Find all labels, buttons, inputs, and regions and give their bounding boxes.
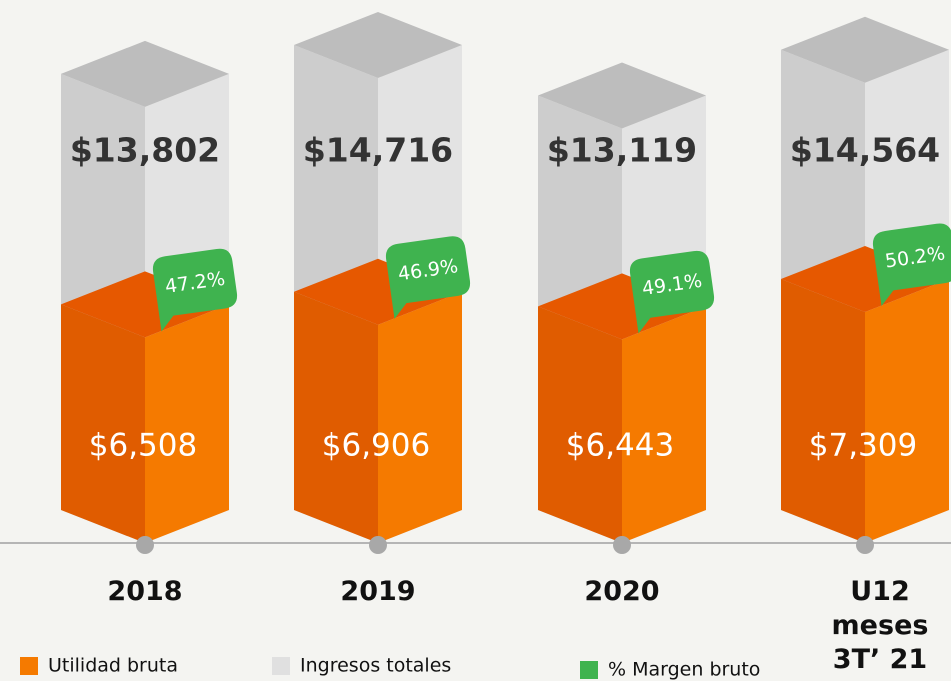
axis-dot — [369, 536, 387, 554]
profit-bar-left — [61, 304, 145, 543]
total-bar-top — [294, 12, 462, 78]
total-bar-top — [61, 40, 229, 107]
profit-label: $6,906 — [322, 428, 430, 464]
legend-swatch — [272, 657, 290, 675]
margin-bubble: 46.9% — [385, 236, 471, 319]
profit-bar — [61, 271, 229, 543]
profit-bar-left — [781, 279, 865, 543]
profit-label: $7,309 — [809, 428, 917, 464]
axis-dot — [613, 536, 631, 554]
profit-bar-right — [865, 279, 949, 543]
margin-bubble-shape — [629, 250, 715, 334]
legend-label: % Margen bruto — [608, 659, 760, 681]
legend-swatch — [20, 657, 38, 675]
total-bar-top — [538, 62, 706, 129]
profit-label: $6,508 — [89, 428, 197, 464]
total-label: $13,119 — [547, 131, 697, 170]
profit-bar — [781, 246, 949, 543]
total-label: $14,716 — [303, 131, 453, 170]
profit-bar-left — [538, 306, 622, 543]
category-label: 2018 — [107, 576, 183, 607]
axis-dot — [856, 536, 874, 554]
profit-bar-left — [294, 291, 378, 543]
profit-bar — [538, 273, 706, 543]
profit-bar-right — [622, 306, 706, 543]
total-label: $13,802 — [70, 131, 220, 170]
margin-bubble: 47.2% — [152, 248, 238, 332]
total-label: $14,564 — [790, 131, 940, 170]
margin-bubble-shape — [152, 248, 238, 332]
profit-bar — [294, 258, 462, 543]
margin-bubble-shape — [385, 236, 471, 319]
margin-bubble: 50.2% — [872, 223, 951, 307]
margin-bubble: 49.1% — [629, 250, 715, 334]
category-label: U12 meses 3T’ 21 — [831, 576, 929, 675]
legend-label: Utilidad bruta — [48, 655, 178, 677]
legend-swatch — [580, 661, 598, 679]
category-label: 2019 — [340, 576, 416, 607]
margin-bubble-shape — [872, 223, 951, 307]
profit-bar-right — [145, 304, 229, 543]
axis-dot — [136, 536, 154, 554]
profit-bar-right — [378, 291, 462, 543]
total-bar-top — [781, 16, 949, 83]
category-label: 2020 — [584, 576, 660, 607]
profit-label: $6,443 — [566, 428, 674, 464]
legend-label: Ingresos totales — [300, 655, 451, 677]
